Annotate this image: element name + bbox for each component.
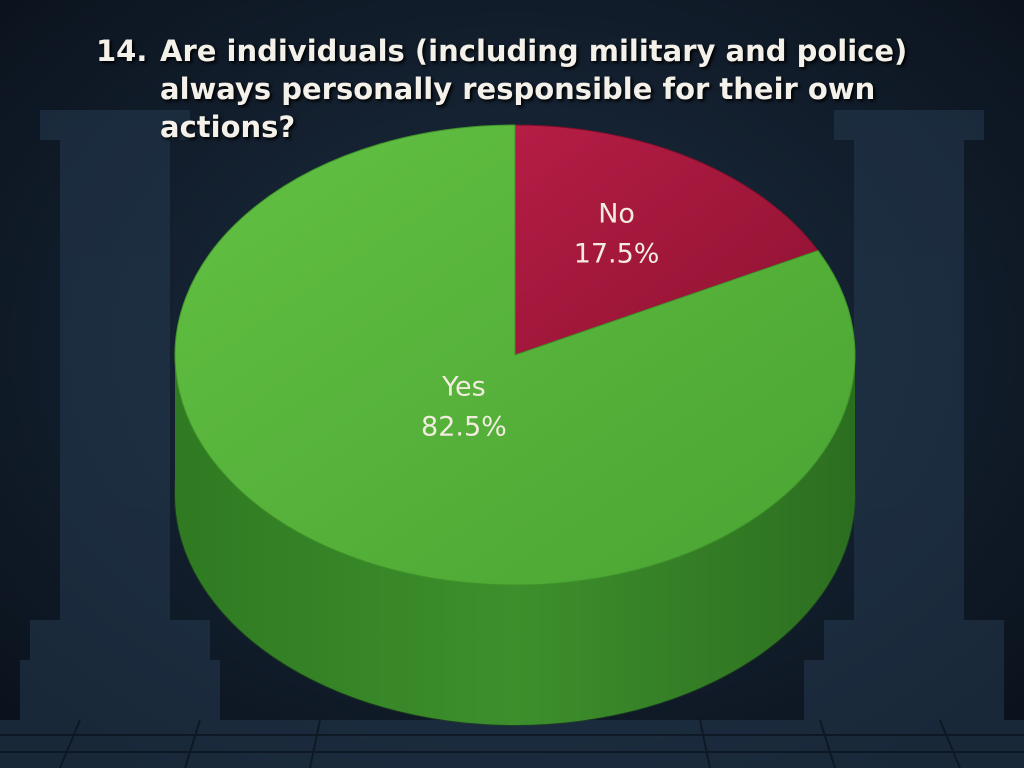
pie-labels: No 17.5% Yes 82.5% [421,198,659,442]
slice-label-no: No [598,198,635,229]
slice-label-yes: Yes [441,371,486,402]
slice-value-yes: 82.5% [421,411,507,442]
pie-slice-no [514,124,819,356]
pie-side-band [175,355,855,725]
question-number: 14. [96,34,148,68]
pie-slices [174,124,856,586]
pie-slice-yes [174,124,856,586]
slice-value-no: 17.5% [574,238,660,269]
question-text: Are individuals (including military and … [160,34,908,144]
